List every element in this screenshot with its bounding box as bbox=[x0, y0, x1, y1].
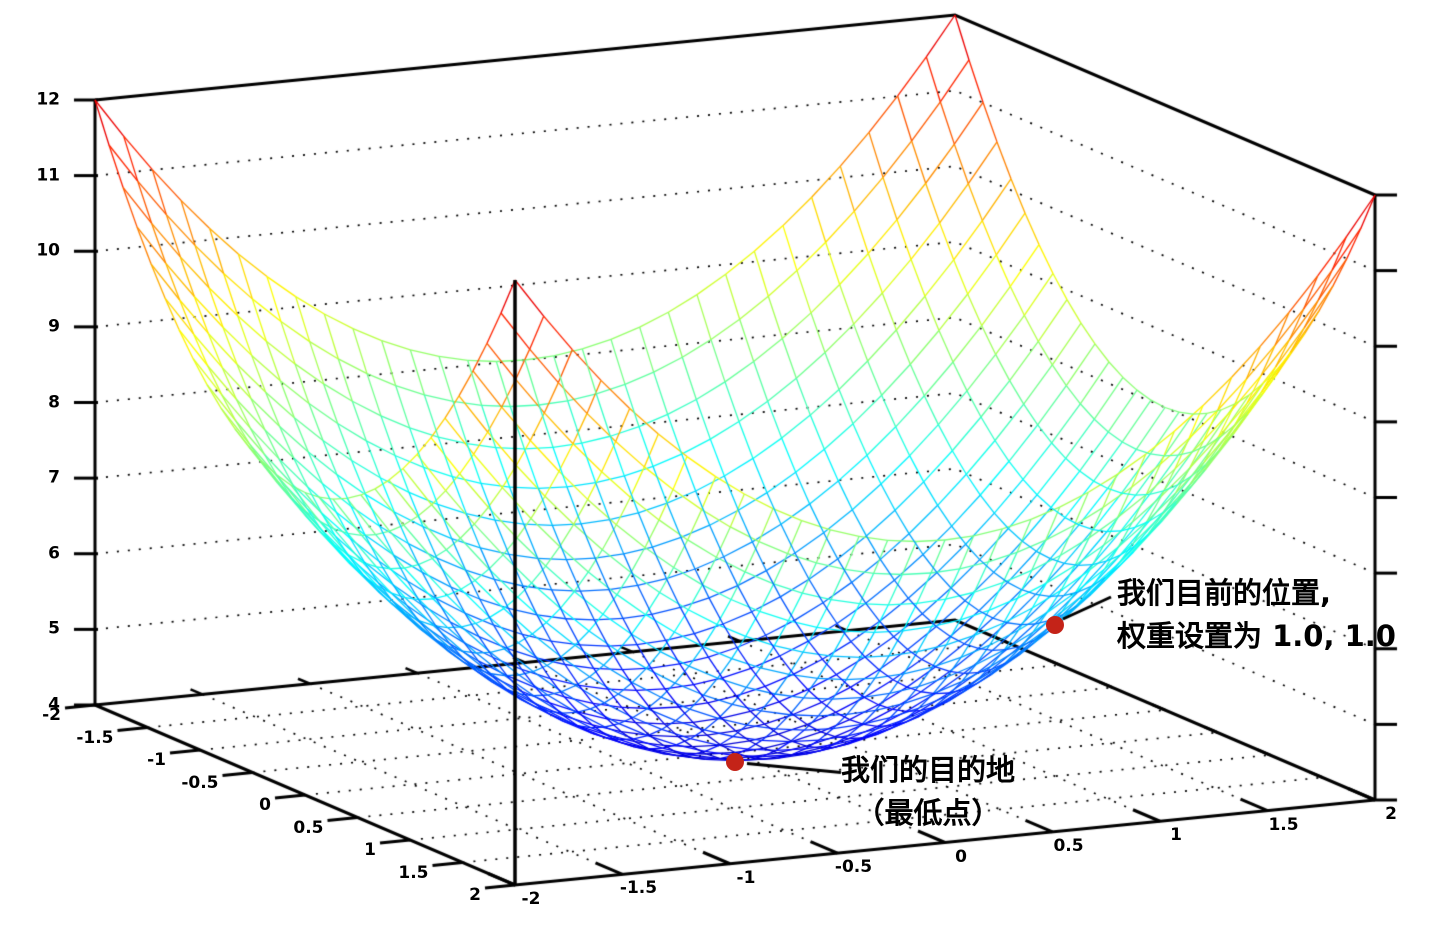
y-axis-tick-label: -1.5 bbox=[619, 878, 658, 899]
z-axis-tick-label: 5 bbox=[48, 618, 60, 639]
y-axis-tick-label: -0.5 bbox=[834, 857, 873, 878]
z-axis-tick-label: 4 bbox=[48, 694, 60, 715]
x-axis-tick-label: 2 bbox=[469, 885, 481, 905]
x-axis-tick-label: -1.5 bbox=[76, 727, 114, 748]
y-axis-tick-label: 1.5 bbox=[1268, 814, 1299, 835]
y-axis-tick-label: 0.5 bbox=[1053, 835, 1084, 856]
x-axis-tick-label: -1 bbox=[147, 750, 166, 770]
x-axis-tick-label: -0.5 bbox=[181, 772, 219, 793]
y-axis-tick-label: -1 bbox=[736, 867, 756, 888]
y-axis-tick-label: -2 bbox=[521, 889, 541, 909]
annotation-current-line1: 我们目前的位置, bbox=[1117, 576, 1332, 610]
annotation-destination-line2: （最低点） bbox=[855, 796, 1001, 830]
x-axis-tick-label: 1 bbox=[364, 840, 376, 860]
annotation-destination-line1: 我们的目的地 bbox=[840, 753, 1016, 787]
z-axis-tick-label: 9 bbox=[48, 316, 60, 337]
annotation-current-position: 我们目前的位置, 权重设置为 1.0, 1.0 bbox=[1117, 572, 1396, 658]
y-axis-tick-label: 0 bbox=[955, 846, 967, 867]
x-axis-tick-label: 0.5 bbox=[293, 817, 324, 838]
y-axis-tick-label: 2 bbox=[1385, 804, 1397, 824]
annotation-destination: 我们的目的地 （最低点） bbox=[841, 749, 1015, 835]
z-axis-tick-label: 7 bbox=[48, 467, 60, 488]
x-axis-tick-label: 0 bbox=[259, 795, 271, 815]
z-axis-tick-label: 12 bbox=[36, 89, 60, 110]
annotation-current-line2: 权重设置为 1.0, 1.0 bbox=[1117, 619, 1396, 653]
x-axis-tick-label: 1.5 bbox=[398, 862, 429, 883]
current-position-marker bbox=[1046, 616, 1064, 634]
z-axis-tick-label: 10 bbox=[36, 240, 60, 261]
y-axis-tick-label: 1 bbox=[1170, 825, 1182, 846]
x-axis-tick-label: -2 bbox=[42, 705, 61, 725]
destination-minimum-marker bbox=[726, 752, 744, 771]
z-axis-tick-label: 11 bbox=[36, 165, 60, 186]
z-axis-tick-label: 8 bbox=[48, 392, 60, 412]
z-axis-tick-label: 6 bbox=[48, 543, 60, 564]
